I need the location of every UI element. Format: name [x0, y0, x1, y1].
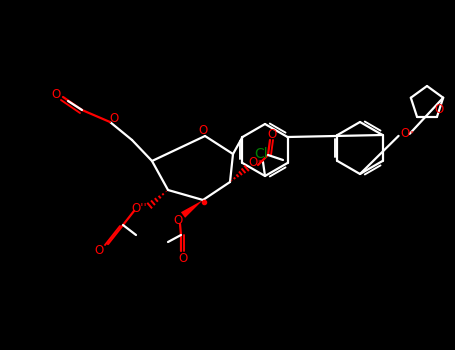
Text: '': '' [409, 130, 414, 139]
Text: O: O [400, 127, 409, 140]
Text: O: O [435, 103, 444, 116]
Text: O: O [268, 127, 277, 140]
Text: O'': O'' [131, 203, 147, 216]
Text: O: O [198, 124, 207, 136]
Text: O: O [94, 245, 104, 258]
Text: O: O [51, 88, 61, 100]
Text: O: O [173, 215, 182, 228]
Text: O: O [248, 156, 258, 169]
Text: O: O [109, 112, 119, 126]
Text: O: O [178, 252, 187, 265]
Text: Cl: Cl [254, 147, 268, 161]
Polygon shape [181, 200, 203, 218]
Text: '': '' [258, 160, 262, 168]
